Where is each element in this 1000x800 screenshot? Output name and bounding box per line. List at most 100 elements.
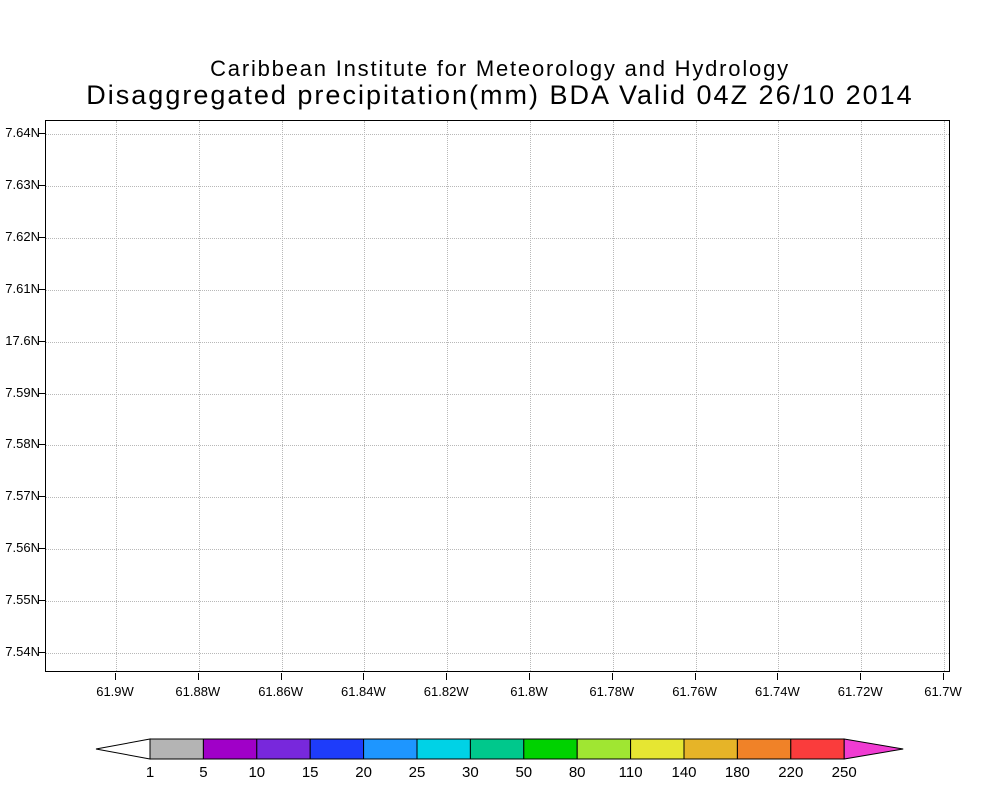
x-axis-label: 61.86W [258, 684, 303, 699]
x-axis-tick [197, 673, 199, 680]
x-axis-label: 61.76W [672, 684, 717, 699]
gridline-vertical [281, 121, 283, 671]
x-axis-tick [860, 673, 862, 680]
gridline-vertical [778, 121, 780, 671]
colorbar-label: 250 [831, 764, 857, 781]
colorbar-label: 80 [568, 764, 586, 781]
colorbar-above-max-arrow [843, 738, 904, 760]
colorbar-label: 50 [515, 764, 533, 781]
x-axis-tick [446, 673, 448, 680]
y-axis-tick [38, 340, 45, 342]
colorbar-label: 1 [145, 764, 155, 781]
x-axis-label: 61.78W [589, 684, 635, 699]
plot-title: Disaggregated precipitation(mm) BDA Vali… [86, 80, 914, 110]
colorbar-label: 180 [724, 764, 750, 781]
y-axis-tick [38, 288, 45, 290]
institute-name: Caribbean Institute for Meteorology and … [210, 56, 790, 81]
y-axis-tick [38, 652, 45, 653]
colorbar-segment [790, 738, 845, 760]
gridline-horizontal [46, 237, 949, 239]
colorbar-segment [202, 738, 258, 760]
colorbar-label: 10 [248, 764, 266, 781]
gridline-horizontal [46, 653, 949, 654]
colorbar-segment [416, 738, 471, 760]
gridline-horizontal [46, 341, 949, 343]
x-axis-tick [115, 673, 116, 680]
y-axis-label: 7.62N [5, 228, 40, 244]
x-axis-label: 61.72W [837, 684, 883, 699]
colorbar-segment [469, 738, 525, 760]
y-axis-label: 7.58N [5, 436, 40, 452]
colorbar-label: 220 [778, 764, 804, 781]
gridline-horizontal [46, 497, 949, 499]
precipitation-colorbar [95, 738, 904, 760]
gridline-vertical [116, 121, 117, 671]
gridline-vertical [198, 121, 200, 671]
x-axis-label: 61.82W [423, 684, 469, 699]
colorbar-segment [576, 738, 632, 760]
y-axis-tick [38, 236, 45, 238]
x-axis-label: 61.84W [340, 684, 386, 699]
gridline-vertical [364, 121, 366, 671]
y-axis-label: 7.57N [5, 488, 40, 504]
colorbar-segment [736, 738, 792, 760]
x-axis-tick [611, 673, 613, 680]
y-axis-label: 7.59N [5, 384, 40, 400]
gridline-horizontal [46, 134, 949, 135]
gridline-vertical [530, 121, 531, 671]
colorbar-segment [523, 738, 578, 760]
y-axis-label: 7.54N [5, 644, 40, 659]
y-axis-label: 7.63N [5, 176, 40, 192]
colorbar-segment [309, 738, 365, 760]
x-axis-tick [529, 673, 530, 680]
y-axis-tick [38, 444, 45, 446]
y-axis-tick [38, 600, 45, 602]
colorbar-label: 30 [462, 764, 479, 781]
colorbar-below-min-arrow [95, 738, 151, 760]
gridline-horizontal [46, 445, 949, 447]
y-axis-tick [38, 548, 45, 550]
colorbar-segment [630, 738, 685, 760]
y-axis-label: 7.61N [5, 280, 40, 296]
x-axis-label: 61.74W [754, 684, 800, 699]
gridline-vertical [861, 121, 863, 671]
gridline-horizontal [46, 393, 949, 395]
colorbar-segment [149, 738, 204, 760]
colorbar-segment [683, 738, 738, 760]
colorbar-label: 15 [301, 764, 319, 781]
y-axis-label: 7.56N [5, 540, 40, 556]
x-axis-tick [280, 673, 282, 680]
x-axis-label: 61.88W [175, 684, 221, 699]
y-axis-label: 7.55N [5, 592, 40, 608]
colorbar-label: 20 [355, 764, 372, 781]
x-axis-label: 61.8W [510, 684, 548, 699]
gridline-vertical [695, 121, 697, 671]
y-axis-tick [38, 133, 45, 134]
colorbar-label: 5 [199, 764, 208, 781]
x-axis-tick [777, 673, 779, 680]
x-axis-label: 61.7W [924, 684, 962, 699]
map-plot-area [45, 120, 950, 672]
y-axis-tick [38, 184, 45, 186]
colorbar-label: 110 [618, 764, 643, 781]
colorbar-label: 140 [671, 764, 697, 781]
y-axis-tick [38, 392, 45, 394]
y-axis-label: 7.64N [5, 125, 40, 140]
x-axis-tick [363, 673, 365, 680]
gridline-horizontal [46, 549, 949, 551]
gridline-vertical [612, 121, 614, 671]
y-axis-label: 17.6N [5, 332, 40, 348]
gridline-horizontal [46, 601, 949, 603]
y-axis-tick [38, 496, 45, 498]
x-axis-tick [943, 673, 944, 680]
colorbar-label: 25 [408, 764, 426, 781]
gridline-horizontal [46, 185, 949, 187]
x-axis-tick [694, 673, 696, 680]
x-axis-label: 61.9W [96, 684, 134, 699]
gridline-vertical [447, 121, 449, 671]
gridline-horizontal [46, 289, 949, 291]
colorbar-segment [363, 738, 418, 760]
gridline-vertical [944, 121, 945, 671]
colorbar-segment [256, 738, 311, 760]
